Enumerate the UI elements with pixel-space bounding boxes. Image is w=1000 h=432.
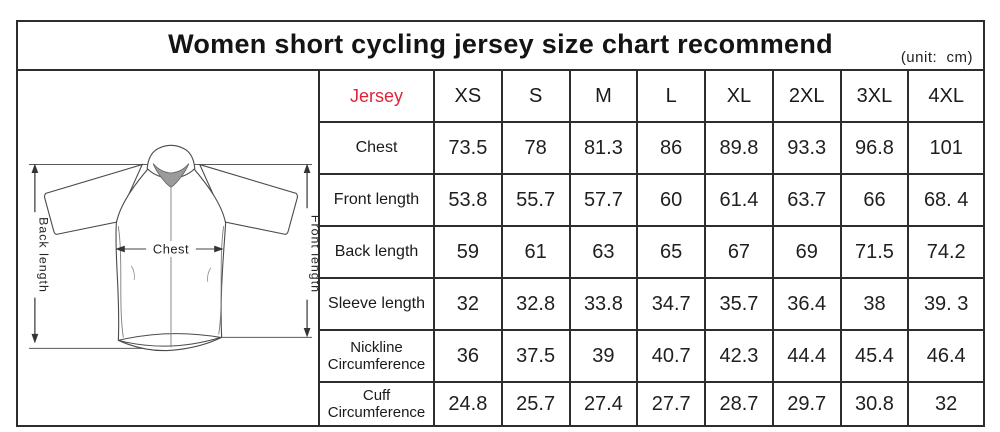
size-cell: 29.7 — [771, 381, 842, 425]
size-cell: 34.7 — [636, 277, 707, 331]
size-cell: 93.3 — [771, 121, 842, 175]
jersey-measurement-diagram: Back length Front length Chest — [27, 144, 318, 352]
left-side-seam — [117, 226, 124, 338]
size-cell: 63 — [568, 225, 639, 279]
arrow-down-icon — [303, 327, 311, 338]
size-cell: 35.7 — [704, 277, 774, 331]
neck-opening — [152, 163, 190, 188]
size-cell: 27.4 — [568, 381, 639, 425]
header-size-xs: XS — [433, 71, 503, 123]
back-length-label-bg — [27, 212, 42, 298]
size-cell: 37.5 — [500, 329, 571, 383]
row-label: Front length — [318, 173, 435, 227]
header-jersey: Jersey — [318, 71, 435, 123]
page-title: Women short cycling jersey size chart re… — [168, 29, 833, 59]
size-cell: 59 — [433, 225, 503, 279]
size-cell: 65 — [636, 225, 707, 279]
row-label: Sleeve length — [318, 277, 435, 331]
unit-note: (unit: cm) — [900, 49, 973, 66]
front-length-label-bg — [300, 208, 316, 300]
size-cell: 66 — [839, 173, 910, 227]
size-cell: 96.8 — [839, 121, 910, 175]
left-fold-line — [130, 265, 135, 280]
size-cell: 33.8 — [568, 277, 639, 331]
size-cell: 24.8 — [433, 381, 503, 425]
size-cell: 71.5 — [839, 225, 910, 279]
row-label: Nickline Circumference — [318, 329, 435, 383]
arrow-down-icon — [31, 333, 39, 344]
size-cell: 57.7 — [568, 173, 639, 227]
jersey-diagram-panel: Back length Front length Chest — [18, 71, 318, 425]
size-cell: 42.3 — [704, 329, 774, 383]
size-cell: 69 — [771, 225, 842, 279]
table-row-sleeve-length: Sleeve length 32 32.8 33.8 34.7 35.7 36.… — [318, 277, 983, 331]
size-cell: 38 — [839, 277, 910, 331]
size-chart-sheet: Women short cycling jersey size chart re… — [16, 20, 985, 427]
title-bar: Women short cycling jersey size chart re… — [18, 22, 983, 71]
size-cell: 40.7 — [636, 329, 707, 383]
size-cell: 61.4 — [704, 173, 774, 227]
back-length-label: Back length — [36, 217, 50, 293]
size-cell: 61 — [500, 225, 571, 279]
header-size-xl: XL — [704, 71, 774, 123]
size-cell: 45.4 — [839, 329, 910, 383]
arrow-right-icon — [214, 245, 224, 253]
size-cell: 28.7 — [704, 381, 774, 425]
size-cell: 36 — [433, 329, 503, 383]
size-cell: 74.2 — [907, 225, 983, 279]
row-label: Cuff Circumference — [318, 381, 435, 425]
size-cell: 30.8 — [839, 381, 910, 425]
row-label: Back length — [318, 225, 435, 279]
table-row-chest: Chest 73.5 78 81.3 86 89.8 93.3 96.8 101 — [318, 121, 983, 175]
size-chart-table: Jersey XS S M L XL 2XL 3XL 4XL Chest 73.… — [318, 71, 983, 425]
front-length-label: Front length — [309, 215, 318, 293]
size-cell: 81.3 — [568, 121, 639, 175]
right-fold-line — [207, 267, 212, 282]
size-cell: 101 — [907, 121, 983, 175]
header-size-4xl: 4XL — [907, 71, 983, 123]
size-cell: 89.8 — [704, 121, 774, 175]
table-header-row: Jersey XS S M L XL 2XL 3XL 4XL — [318, 71, 983, 123]
chest-label: Chest — [153, 241, 189, 256]
size-cell: 78 — [500, 121, 571, 175]
row-label: Chest — [318, 121, 435, 175]
size-cell: 46.4 — [907, 329, 983, 383]
table-row-back-length: Back length 59 61 63 65 67 69 71.5 74.2 — [318, 225, 983, 279]
table-row-front-length: Front length 53.8 55.7 57.7 60 61.4 63.7… — [318, 173, 983, 227]
size-cell: 39 — [568, 329, 639, 383]
size-cell: 60 — [636, 173, 707, 227]
size-cell: 32 — [433, 277, 503, 331]
size-cell: 32.8 — [500, 277, 571, 331]
header-size-l: L — [636, 71, 707, 123]
size-cell: 68. 4 — [907, 173, 983, 227]
size-cell: 67 — [704, 225, 774, 279]
size-cell: 86 — [636, 121, 707, 175]
size-cell: 53.8 — [433, 173, 503, 227]
size-cell: 63.7 — [771, 173, 842, 227]
size-cell: 44.4 — [771, 329, 842, 383]
size-cell: 25.7 — [500, 381, 571, 425]
size-cell: 27.7 — [636, 381, 707, 425]
table-row-nickline-circumference: Nickline Circumference 36 37.5 39 40.7 4… — [318, 329, 983, 383]
arrow-up-icon — [31, 163, 39, 173]
right-side-seam — [218, 226, 225, 335]
header-size-3xl: 3XL — [839, 71, 910, 123]
header-size-s: S — [500, 71, 571, 123]
header-size-m: M — [568, 71, 639, 123]
table-row-cuff-circumference: Cuff Circumference 24.8 25.7 27.4 27.7 2… — [318, 381, 983, 425]
size-cell: 36.4 — [771, 277, 842, 331]
hem-band — [118, 333, 221, 347]
chest-label-bg — [146, 241, 196, 257]
size-cell: 39. 3 — [907, 277, 983, 331]
arrow-up-icon — [303, 163, 311, 173]
size-cell: 55.7 — [500, 173, 571, 227]
size-cell: 73.5 — [433, 121, 503, 175]
size-cell: 32 — [907, 381, 983, 425]
arrow-left-icon — [115, 245, 125, 253]
header-size-2xl: 2XL — [771, 71, 842, 123]
